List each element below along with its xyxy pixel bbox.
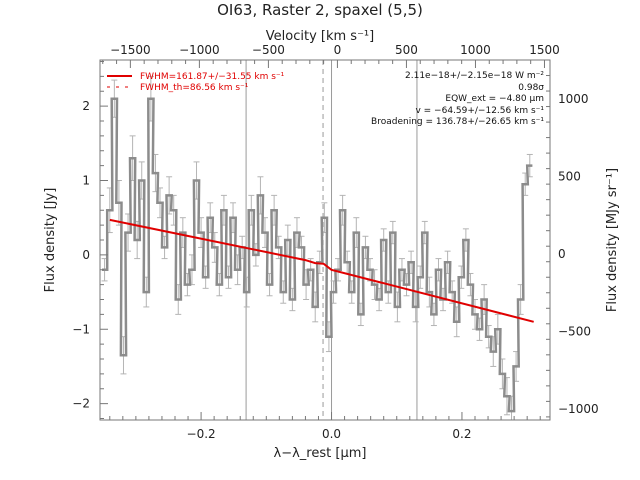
top-tick-label: 0: [334, 43, 342, 57]
x-tick-label: 0.2: [452, 427, 471, 441]
x-axis-label: λ−λ_rest [μm]: [274, 446, 367, 461]
y-tick-label: −2: [72, 397, 90, 411]
top-axis-label: Velocity [km s⁻¹]: [266, 29, 374, 44]
y-tick-label: 1: [82, 173, 90, 187]
right-tick-label: 1000: [558, 92, 589, 106]
annotation-text: Broadening = 136.78+/−26.65 km s⁻¹: [371, 117, 544, 127]
x-tick-label: −0.2: [187, 427, 216, 441]
top-tick-label: 1000: [460, 43, 491, 57]
plot-area: −0.2 0.0 0.2−1500 −1000 −500 0 500 1000 1500−2−1…: [72, 43, 598, 441]
right-tick-label: −500: [558, 325, 591, 339]
chart-title: OI63, Raster 2, spaxel (5,5): [217, 1, 423, 19]
top-tick-label: −1000: [179, 43, 220, 57]
top-tick-label: 1500: [529, 43, 560, 57]
x-tick-label: 0.0: [322, 427, 341, 441]
top-tick-label: 500: [395, 43, 418, 57]
right-tick-label: −1000: [558, 402, 599, 416]
right-axis-label: Flux density [MJy sr⁻¹]: [605, 168, 620, 312]
right-tick-label: 500: [558, 169, 581, 183]
y-tick-label: 0: [82, 248, 90, 262]
annotation-text: 2.11e−18+/−2.15e−18 W m⁻²: [405, 71, 544, 81]
legend-label: FWHM_th=86.56 km s⁻¹: [140, 83, 249, 93]
y-axis-label: Flux density [Jy]: [43, 188, 58, 293]
y-tick-label: 2: [82, 99, 90, 113]
top-tick-label: −500: [252, 43, 285, 57]
top-tick-label: −1500: [110, 43, 151, 57]
data-step-line: [102, 97, 533, 413]
y-tick-label: −1: [72, 322, 90, 336]
legend-label: FWHM=161.87+/−31.55 km s⁻¹: [140, 72, 285, 82]
fit-line: [109, 218, 534, 323]
annotation-text: v = −64.59+/−12.56 km s⁻¹: [415, 106, 544, 116]
right-tick-label: 0: [558, 247, 566, 261]
annotation-text: 0.98σ: [518, 83, 544, 93]
annotation-text: EQW_ext = −4.80 μm: [445, 94, 544, 104]
